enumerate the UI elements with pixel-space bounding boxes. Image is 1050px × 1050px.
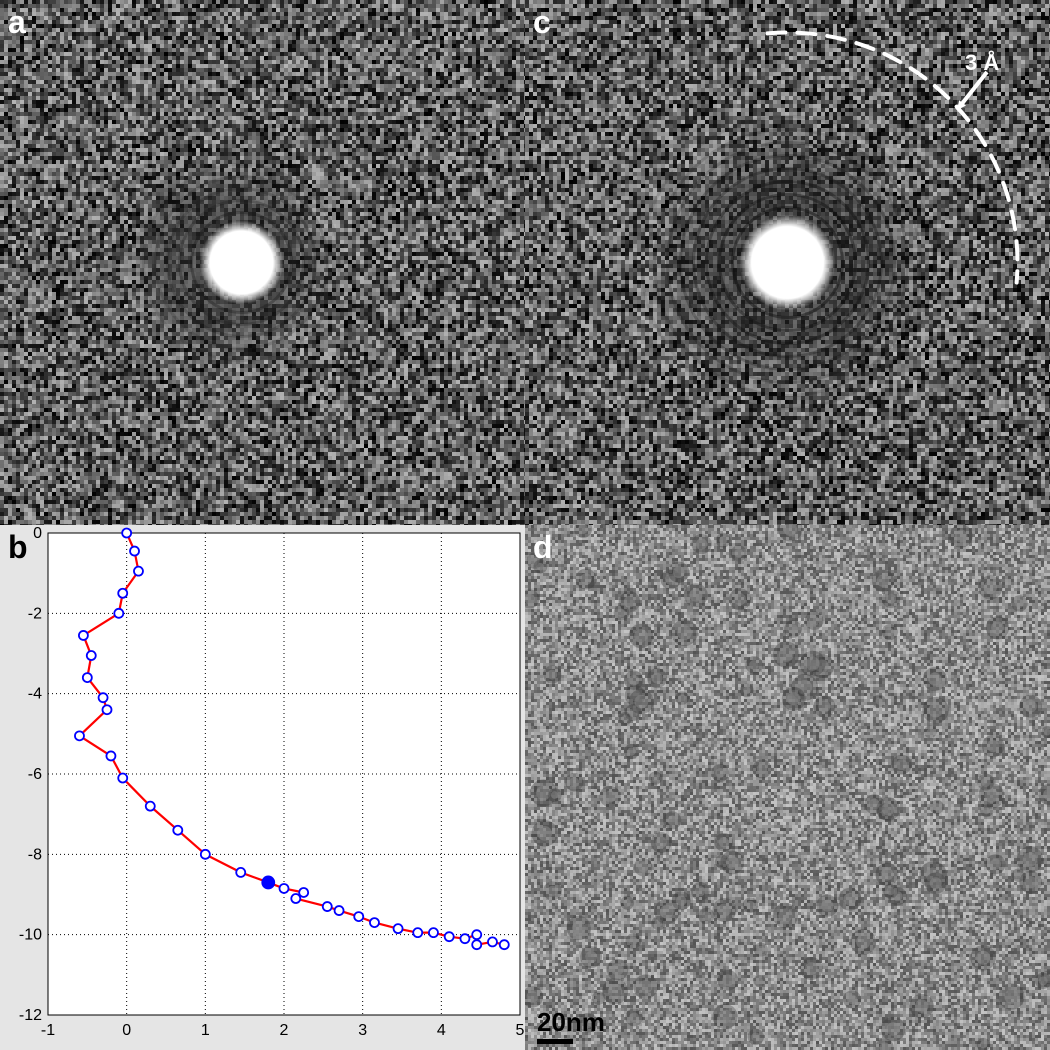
panel-c: c 3 Å bbox=[525, 0, 1050, 525]
panel-label-b: b bbox=[8, 529, 28, 566]
resolution-annotation-text: 3 Å bbox=[965, 50, 999, 76]
scalebar-line bbox=[537, 1039, 573, 1044]
panel-label-c: c bbox=[533, 4, 551, 41]
panel-d: d 20nm bbox=[525, 525, 1050, 1050]
micrograph-d bbox=[525, 525, 1050, 1050]
panel-label-d: d bbox=[533, 529, 553, 566]
drift-plot: -10123450-2-4-6-8-10-12 bbox=[0, 525, 525, 1050]
scalebar-label: 20nm bbox=[537, 1007, 605, 1038]
panel-b: -10123450-2-4-6-8-10-12 b bbox=[0, 525, 525, 1050]
power-spectrum-c bbox=[525, 0, 1050, 525]
panel-a: a bbox=[0, 0, 525, 525]
power-spectrum-a bbox=[0, 0, 525, 525]
figure-grid: a c 3 Å -10123450-2-4-6-8-10-12 b d 20nm bbox=[0, 0, 1050, 1050]
panel-label-a: a bbox=[8, 4, 26, 41]
